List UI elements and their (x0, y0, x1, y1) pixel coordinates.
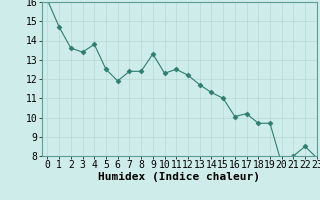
X-axis label: Humidex (Indice chaleur): Humidex (Indice chaleur) (98, 172, 260, 182)
